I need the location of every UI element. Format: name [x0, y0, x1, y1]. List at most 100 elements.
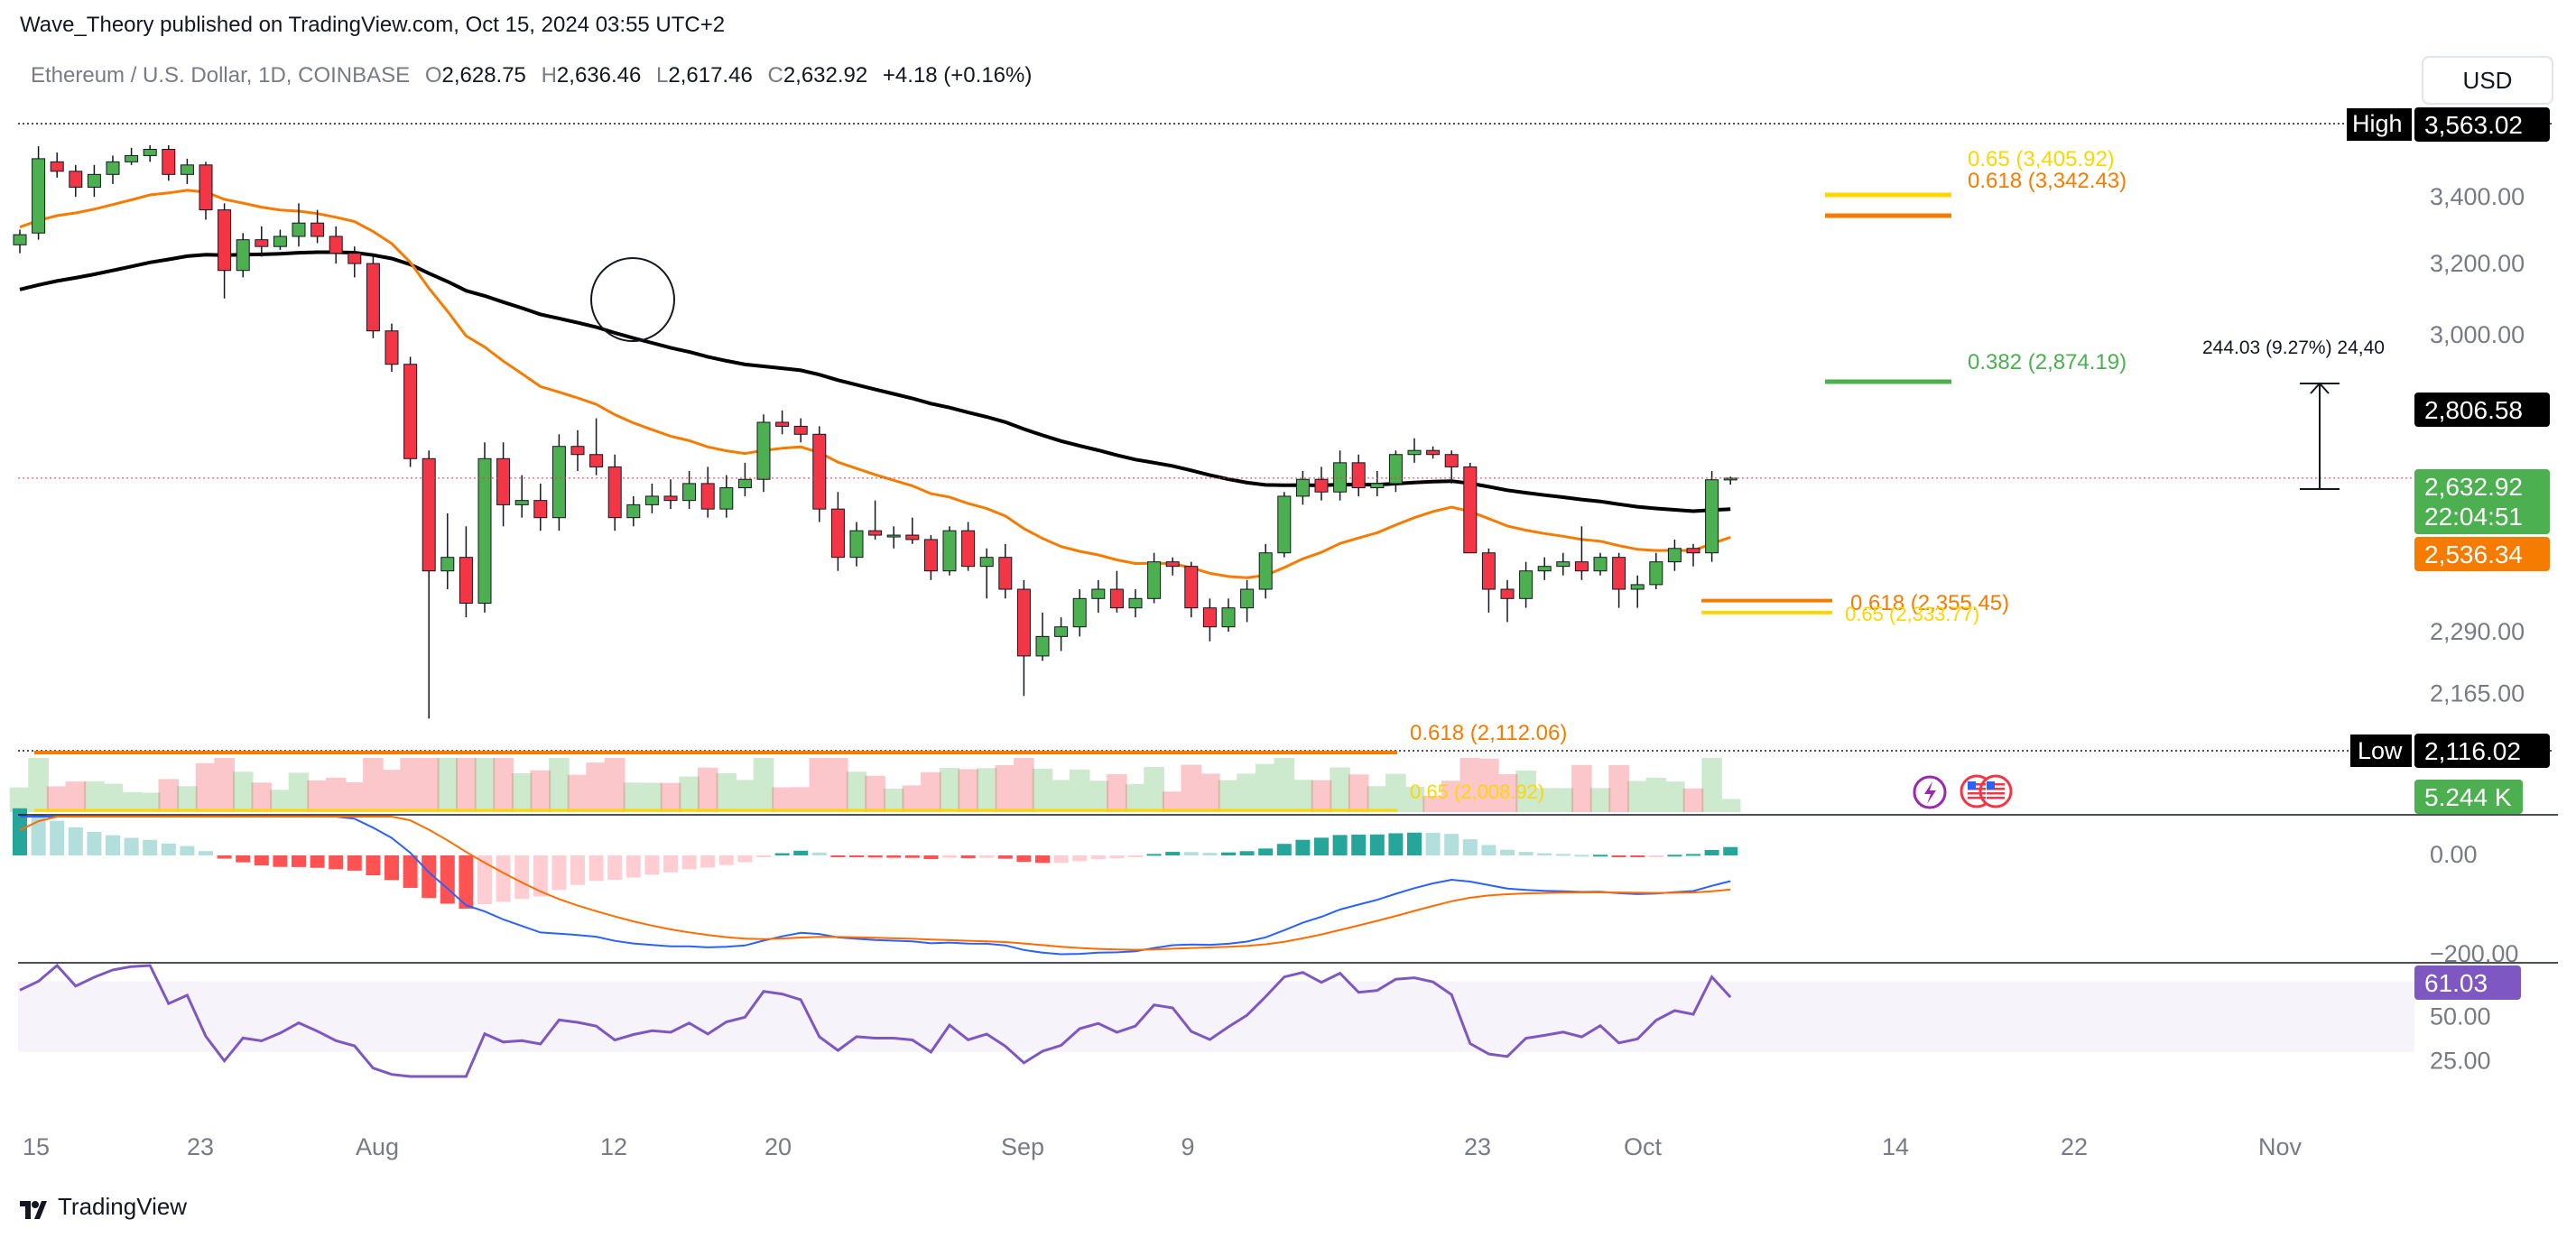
flag-canton [1968, 781, 1976, 790]
candle-body [1537, 566, 1552, 572]
candle-body [162, 149, 176, 175]
ema200-badge: 2,806.58 [2414, 393, 2550, 427]
candle [849, 522, 864, 567]
macd-histogram-bar [1388, 833, 1404, 855]
macd-histogram-bar [292, 855, 306, 867]
candle-body [422, 457, 436, 572]
macd-histogram-bar [737, 855, 753, 863]
candle-body [849, 530, 864, 559]
candle [1240, 579, 1255, 623]
candle-body [514, 500, 529, 505]
rsi-badge: 61.03 [2414, 965, 2521, 1000]
low-value-badge: 2,116.02 [2414, 734, 2550, 768]
candle [514, 475, 529, 518]
last-price-badge: 2,632.92 [2424, 473, 2523, 501]
candle [329, 226, 343, 264]
macd-histogram-bar [459, 855, 474, 909]
candle [1016, 579, 1031, 697]
candle [347, 246, 362, 278]
candle [1556, 552, 1571, 576]
macd-histogram-bar [514, 855, 530, 900]
rsi-badge-text: 61.03 [2424, 969, 2488, 997]
candle-body [1240, 588, 1255, 609]
candle [180, 158, 194, 184]
rsi-pane [18, 963, 2414, 1078]
time-axis-tick: Nov [2258, 1133, 2303, 1160]
candle [570, 430, 585, 472]
high-label: High [2352, 110, 2403, 137]
candle [310, 209, 325, 244]
candle-body [923, 539, 938, 572]
candle [1612, 552, 1626, 608]
candle [1147, 552, 1162, 604]
candle-body [496, 457, 511, 505]
open-value: 2,628.75 [441, 63, 526, 88]
macd-histogram-bar [607, 855, 623, 880]
price-axis-tick: 3,400.00 [2430, 183, 2525, 210]
candle-body [1333, 462, 1348, 493]
candle [273, 229, 287, 250]
candle-body [979, 557, 994, 568]
candle [1351, 454, 1366, 496]
candle-body [1016, 588, 1031, 657]
candle-body [1109, 588, 1124, 609]
candle-body [1054, 626, 1069, 637]
candle-body [1165, 561, 1180, 568]
candle [905, 517, 920, 544]
macd-histogram-bar [1537, 853, 1552, 855]
macd-histogram-bar [329, 855, 344, 870]
candle-body [366, 263, 380, 332]
macd-histogram-bar [31, 814, 46, 855]
candle [1128, 589, 1143, 618]
flag-stripe [1968, 792, 1986, 795]
close-label: C [767, 63, 783, 88]
candle [1463, 462, 1478, 554]
candle-body [1072, 597, 1087, 628]
macd-histogram-bar [979, 855, 995, 858]
candle-body [1351, 462, 1366, 489]
macd-histogram-bar [385, 855, 399, 881]
macd-histogram-bar [644, 855, 660, 875]
low-label-bg [2350, 734, 2412, 767]
candle [942, 526, 957, 576]
tradingview-logo[interactable]: TradingView [20, 1193, 187, 1221]
fib-0618-top-label: 0.618 (3,342.43) [1968, 169, 2127, 193]
fib-065-low-label: 0.65 (2,008.92) [1410, 781, 1544, 803]
macd-histogram-bar [1593, 855, 1608, 857]
macd-histogram-bar [50, 820, 65, 855]
currency-button[interactable]: USD [2422, 56, 2553, 105]
candle-body [32, 158, 46, 234]
candle [1258, 543, 1273, 599]
macd-histogram-bar [1258, 848, 1274, 855]
candle [700, 467, 715, 518]
macd-histogram-bar [942, 855, 957, 858]
event-flag-icon [1978, 774, 2013, 808]
candle [1705, 471, 1719, 562]
candle-body [347, 253, 362, 264]
candle [1333, 450, 1348, 501]
ema50-line [19, 189, 1731, 579]
event-icons [1913, 774, 2013, 809]
symbol-title[interactable]: Ethereum / U.S. Dollar, 1D, COINBASE [31, 63, 411, 88]
candle [1537, 557, 1552, 580]
flag-stripe [1987, 797, 2005, 799]
candle [756, 414, 771, 493]
time-axis-tick: 14 [1882, 1133, 1909, 1160]
macd-histogram-bar [718, 855, 734, 865]
macd-histogram-bar [366, 855, 381, 876]
candle [886, 526, 901, 549]
time-axis-tick: 22 [2061, 1133, 2088, 1160]
macd-histogram-bar [68, 827, 83, 855]
candle-body [292, 222, 306, 237]
candle-body [477, 457, 492, 604]
publish-line: Wave_Theory published on TradingView.com… [20, 13, 726, 37]
price-axis-tick: 2,165.00 [2430, 679, 2525, 707]
macd-histogram-bar [1407, 832, 1422, 855]
macd-histogram-bar [1723, 846, 1738, 855]
candle [719, 475, 734, 518]
candle-body [180, 164, 194, 175]
candle [1165, 557, 1180, 576]
candle-body [775, 421, 790, 427]
time-axis-tick: 9 [1181, 1133, 1194, 1160]
